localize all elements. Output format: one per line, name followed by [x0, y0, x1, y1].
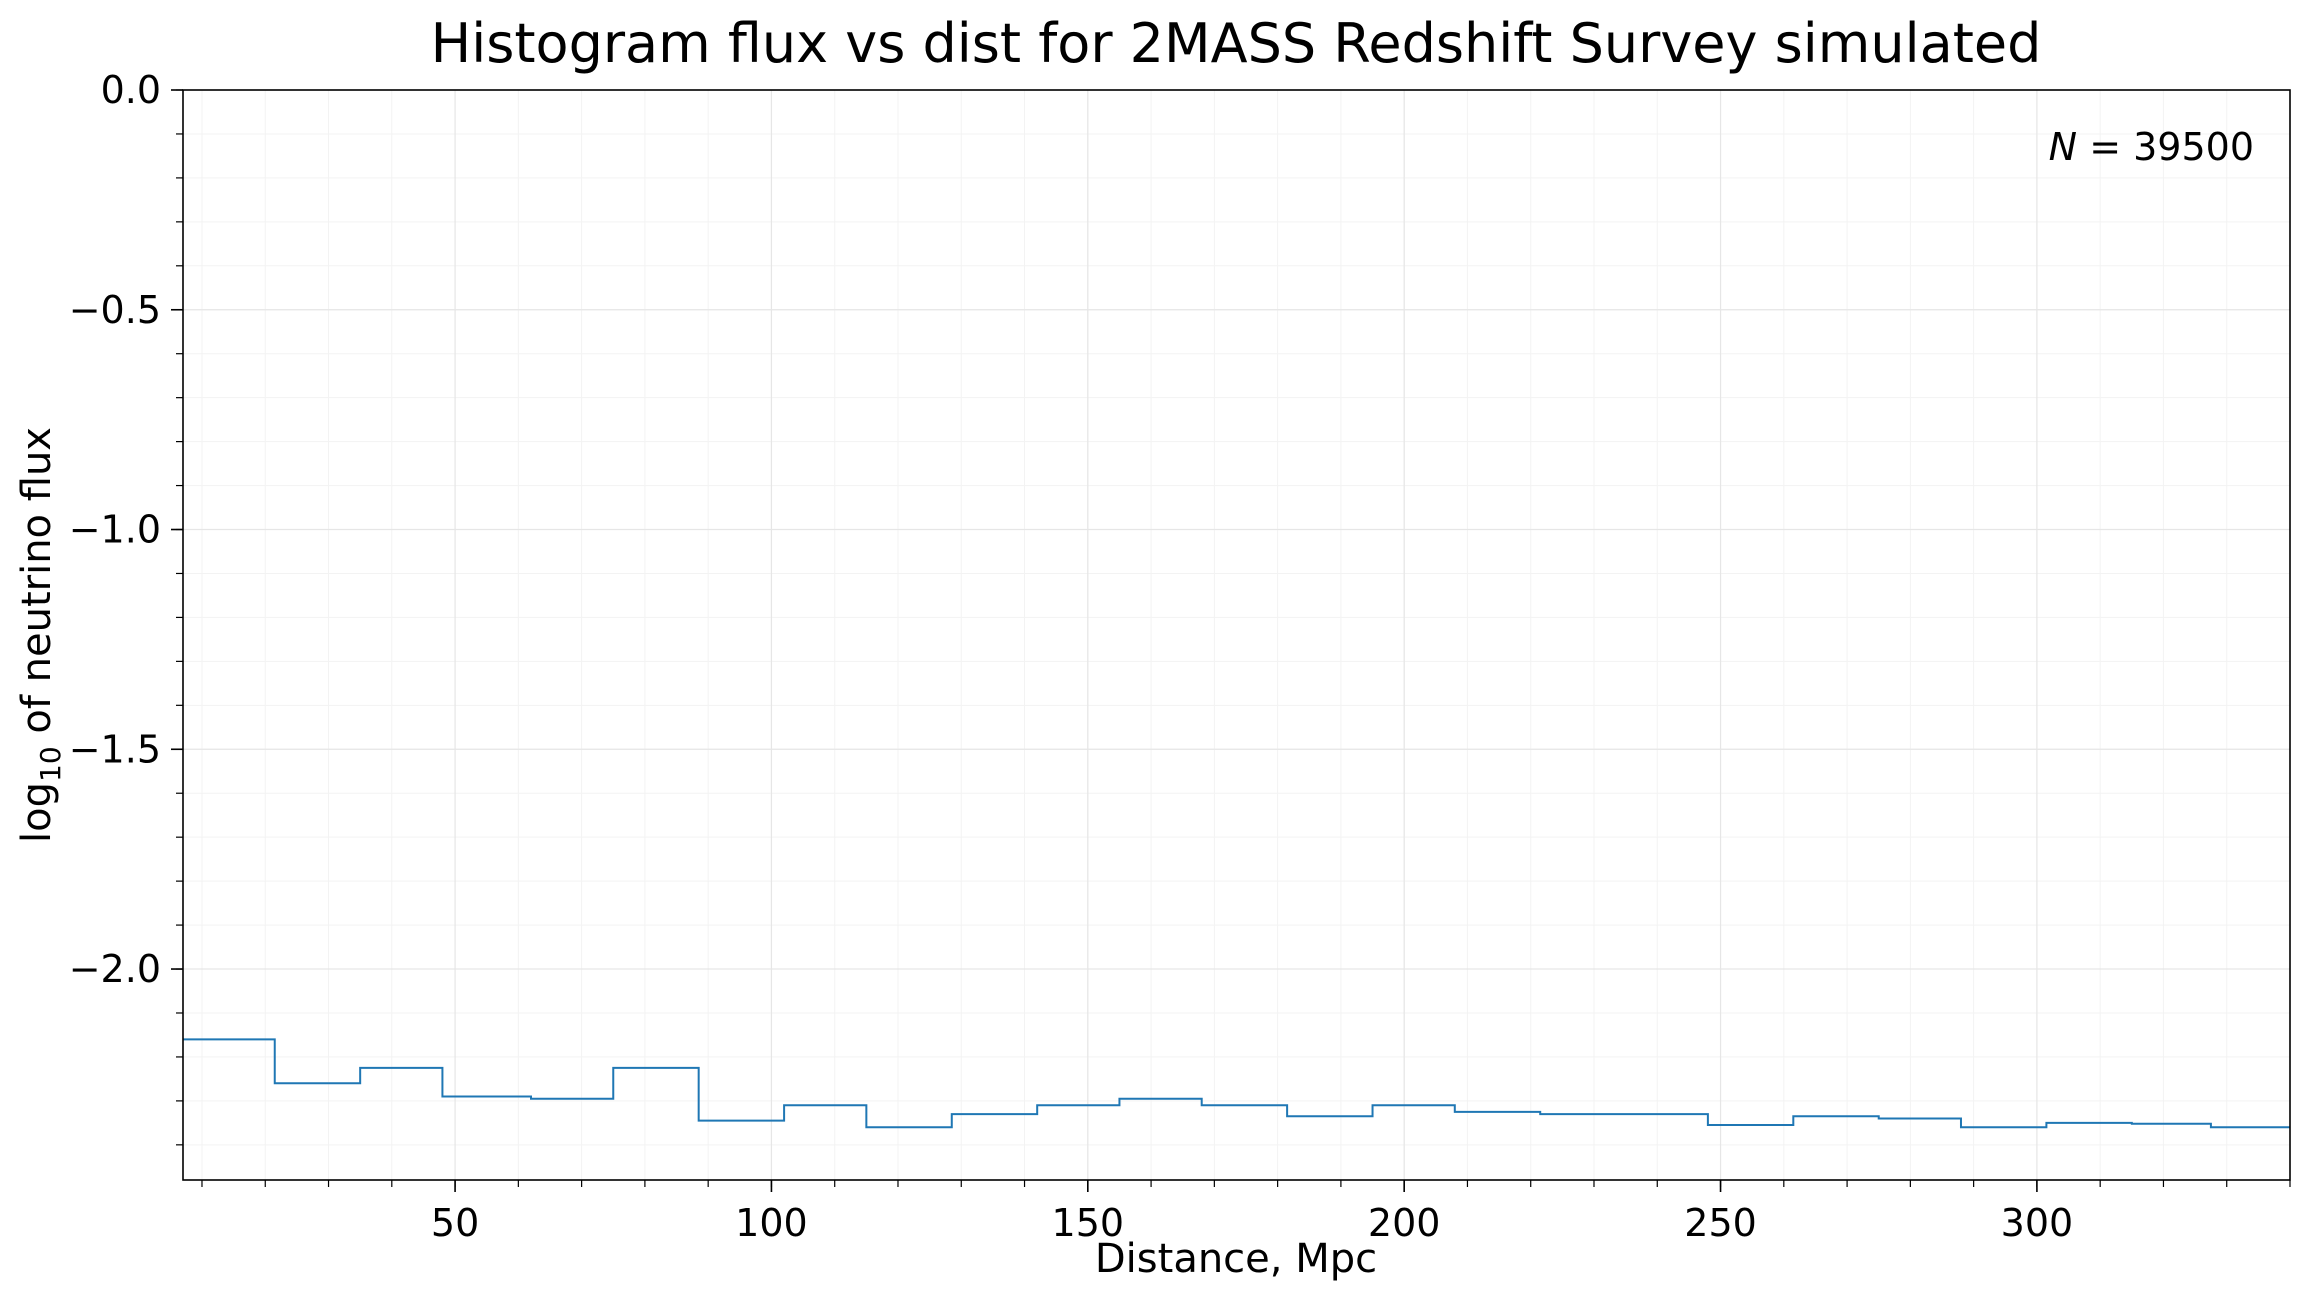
y-axis-label-subscript: 10 [34, 746, 67, 782]
y-axis-label-rest: of neutrino flux [14, 427, 60, 746]
y-axis-label-main: log [14, 782, 60, 843]
y-tick-label: −1.0 [69, 508, 161, 552]
sample-count-annotation: N = 39500 [2049, 125, 2254, 169]
y-tick-label: −1.5 [69, 727, 161, 771]
minor-grid [183, 89, 2291, 1180]
tick-labels: 50 100 150 200 250 300 0.0 −0.5 −1.0 −1.5 −2.0 [69, 68, 2073, 1245]
x-tick-label: 200 [1368, 1201, 1441, 1245]
x-axis-label: Distance, Mpc [1095, 1236, 1377, 1282]
y-tick-label: −0.5 [69, 288, 161, 332]
x-tick-label: 50 [431, 1201, 479, 1245]
x-tick-label: 250 [1684, 1201, 1757, 1245]
y-axis-label: log10 of neutrino flux [14, 427, 67, 843]
x-tick-label: 300 [2001, 1201, 2074, 1245]
x-tick-label: 100 [735, 1201, 808, 1245]
flux-histogram-line [183, 1038, 2290, 1129]
annotation-value: = 39500 [2077, 125, 2254, 169]
chart-title: Histogram flux vs dist for 2MASS Redshif… [431, 12, 2042, 75]
y-tick-label: 0.0 [101, 68, 161, 112]
y-tick-label: −2.0 [69, 947, 161, 991]
x-tick-label: 150 [1052, 1201, 1125, 1245]
axis-ticks [171, 89, 2291, 1192]
annotation-variable: N [2049, 125, 2077, 169]
plot-frame [182, 89, 2291, 1181]
